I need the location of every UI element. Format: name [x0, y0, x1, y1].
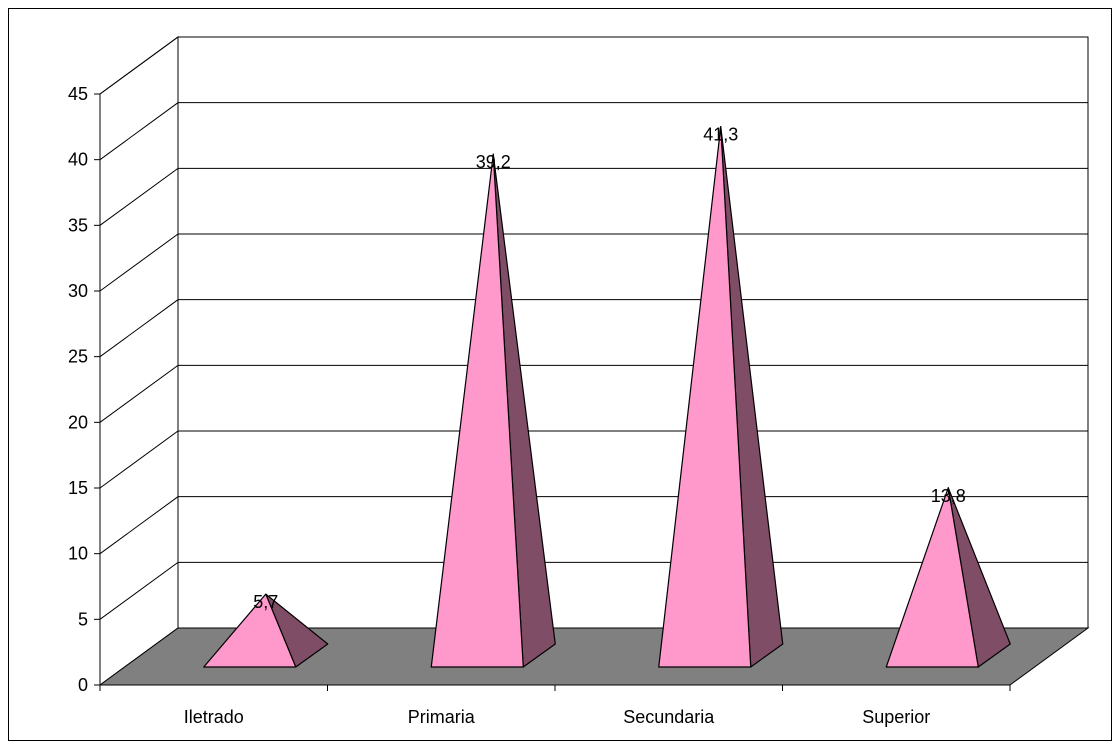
data-labels: 5,7 39,2 41,3 13,8: [253, 125, 966, 613]
gridline: [99, 430, 1088, 489]
x-tick-label: Superior: [862, 707, 930, 727]
x-tick-labels: Iletrado Primaria Secundaria Superior: [184, 707, 931, 727]
data-label: 39,2: [476, 152, 511, 172]
x-tick-label: Iletrado: [184, 707, 244, 727]
gridline: [99, 561, 1088, 620]
pyramid-bar: [430, 153, 556, 668]
y-tick-label: 15: [68, 478, 88, 498]
gridline: [99, 167, 1088, 226]
pyramid-bar: [203, 593, 329, 668]
side-wall: [99, 36, 179, 686]
data-label: 5,7: [253, 592, 278, 612]
chart-walls: [99, 36, 1089, 686]
y-tick-labels: 0 5 10 15 20 25 30 35 40 45: [68, 84, 88, 695]
x-tick-label: Secundaria: [623, 707, 715, 727]
y-tick-label: 20: [68, 412, 88, 432]
pyramid-front-face: [885, 487, 979, 668]
gridline: [99, 496, 1088, 555]
x-tick-label: Primaria: [408, 707, 476, 727]
y-tick-label: 40: [68, 150, 88, 170]
y-tick-label: 10: [68, 544, 88, 564]
data-label: 13,8: [931, 486, 966, 506]
gridline: [99, 233, 1088, 292]
gridline: [99, 299, 1088, 358]
y-tick-label: 30: [68, 281, 88, 301]
y-tick-label: 25: [68, 347, 88, 367]
pyramid-front-face: [430, 153, 524, 668]
y-tick-label: 35: [68, 215, 88, 235]
gridlines: [99, 36, 1088, 620]
axes: [94, 93, 1011, 691]
pyramid-front-face: [658, 125, 752, 668]
data-label: 41,3: [703, 125, 738, 145]
pyramid-bar: [658, 125, 784, 668]
y-tick-label: 0: [78, 675, 88, 695]
pyramid-front-face: [203, 593, 297, 668]
pyramid-marks: [203, 125, 1011, 668]
gridline: [99, 102, 1088, 161]
y-tick-label: 45: [68, 84, 88, 104]
pyramid-bar: [885, 487, 1011, 668]
y-tick-label: 5: [78, 609, 88, 629]
gridline: [99, 36, 1088, 95]
gridline: [99, 364, 1088, 423]
